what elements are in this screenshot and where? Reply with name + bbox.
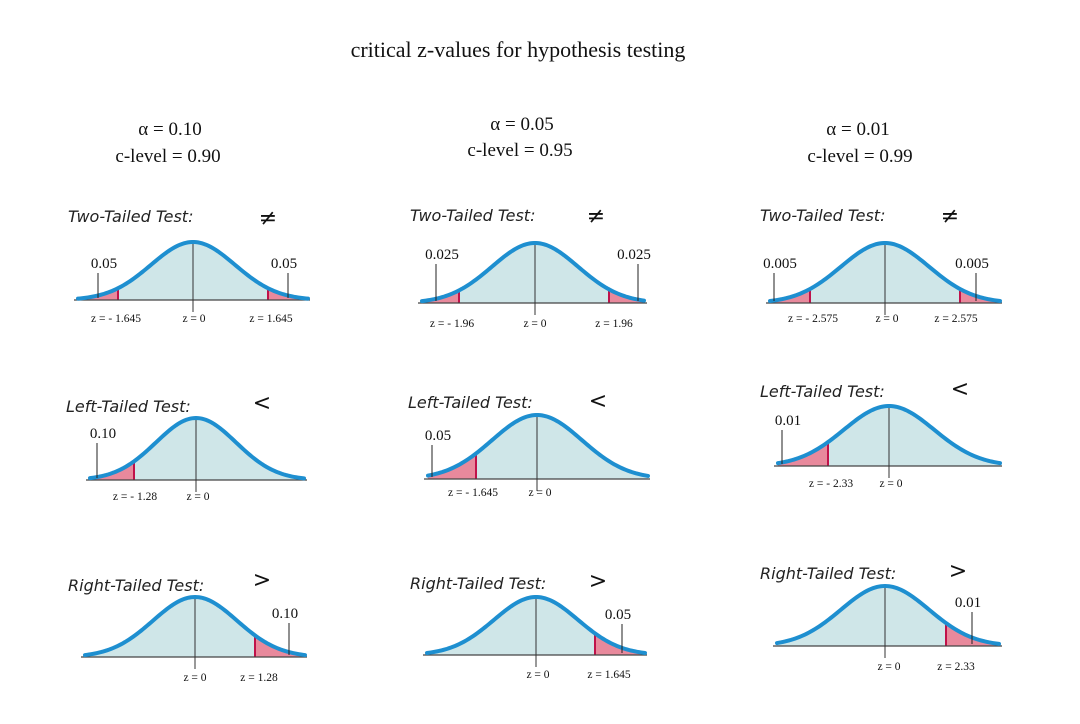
- panel-col3-left-tailed: Left-Tailed Test: <0.01 z = - 2.33 z = 0: [760, 377, 1002, 490]
- normal-curve: [88, 415, 306, 481]
- curve-area: [90, 418, 305, 480]
- panel-col1-both-tailed: Two-Tailed Test: ≠ 0.05 0.05 z = - 1.645 z = …: [68, 206, 310, 325]
- left-alpha-label: 0.05: [91, 256, 117, 272]
- right-rejection-region: [595, 633, 645, 655]
- panel-col2-right-tailed: Right-Tailed Test: >0.05 z = 0 z = 1.645: [410, 569, 647, 681]
- left-alpha-label: 0.025: [425, 247, 459, 263]
- col1-clevel: c-level = 0.90: [115, 146, 220, 167]
- left-rejection-region: [428, 453, 476, 479]
- panel-col2-left-tailed: Left-Tailed Test: <0.05 z = - 1.645 z = 0: [408, 389, 650, 499]
- z-right-label: z = 1.28: [240, 672, 278, 684]
- panel-col2-both-tailed: Two-Tailed Test: ≠ 0.025 0.025 z = - 1.96 z =…: [410, 204, 651, 330]
- left-alpha-label: 0.10: [90, 426, 116, 442]
- left-rejection-region: [78, 288, 118, 300]
- col2-clevel: c-level = 0.95: [467, 140, 572, 161]
- left-alpha-label: 0.05: [425, 428, 451, 444]
- test-label: Two-Tailed Test:: [68, 207, 193, 226]
- z-left-label: z = - 1.645: [91, 313, 141, 325]
- z-left-label: z = - 2.33: [809, 478, 853, 490]
- z-mid-label: z = 0: [875, 313, 898, 325]
- normal-curve: [76, 240, 310, 301]
- z-right-label: z = 1.645: [587, 669, 630, 681]
- right-rejection-region: [946, 623, 1000, 646]
- test-symbol: <: [951, 377, 969, 402]
- z-left-label: z = - 1.96: [430, 318, 474, 330]
- test-label: Left-Tailed Test:: [760, 382, 885, 401]
- left-alpha-label: 0.005: [763, 256, 797, 272]
- col3-clevel: c-level = 0.99: [807, 146, 912, 167]
- col3-alpha: α = 0.01: [826, 119, 889, 140]
- test-panels: Two-Tailed Test: ≠ 0.05 0.05 z = - 1.645 z = …: [66, 204, 1002, 684]
- left-alpha-label: 0.01: [775, 413, 801, 429]
- test-label: Left-Tailed Test:: [408, 393, 533, 412]
- test-label: Right-Tailed Test:: [68, 576, 204, 595]
- right-rejection-region: [268, 288, 308, 300]
- panel-col3-both-tailed: Two-Tailed Test: ≠ 0.005 0.005 z = - 2.575 z …: [760, 204, 1002, 325]
- z-left-label: z = - 1.28: [113, 491, 157, 503]
- col2-alpha: α = 0.05: [490, 114, 553, 135]
- right-alpha-label: 0.10: [272, 606, 298, 622]
- left-rejection-region: [90, 461, 134, 480]
- normal-curve: [420, 241, 646, 304]
- z-mid-label: z = 0: [523, 318, 546, 330]
- right-alpha-label: 0.005: [955, 256, 989, 272]
- left-rejection-region: [778, 442, 828, 466]
- z-right-label: z = 2.33: [937, 661, 975, 673]
- left-rejection-region: [770, 288, 810, 303]
- z-mid-label: z = 0: [182, 313, 205, 325]
- normal-curve: [768, 241, 1002, 304]
- test-symbol: <: [589, 389, 607, 414]
- z-right-label: z = 1.645: [249, 313, 292, 325]
- z-right-label: z = 2.575: [934, 313, 977, 325]
- test-symbol: >: [253, 568, 271, 593]
- z-right-label: z = 1.96: [595, 318, 633, 330]
- normal-curve: [83, 594, 307, 658]
- test-symbol: >: [589, 569, 607, 594]
- test-symbol: ≠: [259, 206, 277, 231]
- curve-area: [428, 415, 648, 479]
- z-mid-label: z = 0: [183, 672, 206, 684]
- z-left-label: z = - 1.645: [448, 487, 498, 499]
- curve-area: [422, 243, 645, 303]
- z-mid-label: z = 0: [526, 669, 549, 681]
- panel-col1-right-tailed: Right-Tailed Test: >0.10 z = 0 z = 1.28: [68, 568, 307, 684]
- normal-curve: [425, 595, 647, 655]
- z-mid-label: z = 0: [877, 661, 900, 673]
- test-label: Right-Tailed Test:: [760, 564, 896, 583]
- normal-curve: [426, 413, 650, 478]
- z-mid-label: z = 0: [186, 491, 209, 503]
- right-alpha-label: 0.05: [271, 256, 297, 272]
- test-symbol: ≠: [587, 204, 605, 229]
- curve-area: [777, 586, 1000, 646]
- z-mid-label: z = 0: [879, 478, 902, 490]
- test-symbol: >: [949, 559, 967, 584]
- test-label: Two-Tailed Test:: [760, 206, 885, 225]
- normal-curve: [776, 404, 1002, 466]
- test-label: Two-Tailed Test:: [410, 206, 535, 225]
- test-symbol: <: [253, 391, 271, 416]
- test-symbol: ≠: [941, 204, 959, 229]
- z-left-label: z = - 2.575: [788, 313, 838, 325]
- page-title: critical z-values for hypothesis testing: [351, 37, 686, 62]
- right-rejection-region: [960, 288, 1000, 303]
- right-rejection-region: [255, 635, 305, 657]
- test-label: Left-Tailed Test:: [66, 397, 191, 416]
- normal-curve: [775, 583, 1001, 646]
- panel-col1-left-tailed: Left-Tailed Test: <0.10 z = - 1.28 z = 0: [66, 391, 307, 503]
- right-alpha-label: 0.01: [955, 595, 981, 611]
- z-mid-label: z = 0: [528, 487, 551, 499]
- test-label: Right-Tailed Test:: [410, 574, 546, 593]
- panel-col3-right-tailed: Right-Tailed Test: >0.01 z = 0 z = 2.33: [760, 559, 1002, 673]
- right-alpha-label: 0.05: [605, 607, 631, 623]
- right-alpha-label: 0.025: [617, 247, 651, 263]
- col1-alpha: α = 0.10: [138, 119, 201, 140]
